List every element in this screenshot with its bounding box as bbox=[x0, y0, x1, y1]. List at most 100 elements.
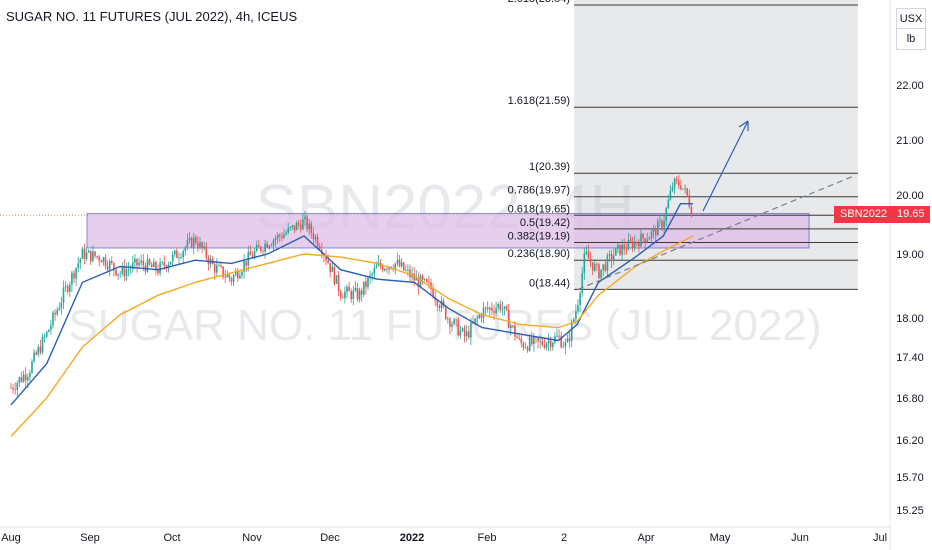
candle-body bbox=[109, 261, 111, 269]
candle-body bbox=[206, 246, 208, 258]
candle-body bbox=[216, 265, 218, 272]
candle-body bbox=[65, 286, 67, 288]
candle-body bbox=[82, 249, 84, 259]
candle-body bbox=[542, 341, 544, 345]
candle-body bbox=[579, 293, 581, 305]
candle-body bbox=[195, 237, 197, 242]
candle-body bbox=[405, 270, 407, 271]
candle-body bbox=[539, 341, 541, 342]
candle-body bbox=[682, 189, 684, 190]
currency-unit-button[interactable]: USX bbox=[896, 8, 926, 30]
candle-body bbox=[63, 288, 65, 303]
candle-body bbox=[512, 326, 514, 327]
candle-body bbox=[140, 261, 142, 263]
candle-body bbox=[287, 228, 289, 233]
candle-body bbox=[367, 278, 369, 288]
candle-body bbox=[311, 223, 313, 232]
candle-body bbox=[403, 262, 405, 270]
candle-body bbox=[634, 242, 636, 248]
candle-body bbox=[94, 251, 96, 256]
candle-body bbox=[569, 338, 571, 341]
candle-body bbox=[149, 259, 151, 264]
candle-body bbox=[359, 290, 361, 299]
candle-body bbox=[491, 308, 493, 311]
candle-body bbox=[31, 361, 33, 373]
fib-level-label: 2.618(23.54) bbox=[508, 0, 570, 5]
time-axis-tick-label: 2 bbox=[561, 532, 567, 544]
candle-body bbox=[537, 338, 539, 341]
candle-body bbox=[642, 234, 644, 239]
candle-body bbox=[92, 251, 94, 261]
candle-body bbox=[510, 326, 512, 328]
candle-body bbox=[439, 306, 441, 308]
candle-body bbox=[170, 262, 172, 265]
candle-body bbox=[607, 256, 609, 271]
candle-body bbox=[355, 288, 357, 291]
time-axis-tick-label: Oct bbox=[163, 532, 180, 544]
candle-body bbox=[544, 345, 546, 348]
candle-body bbox=[172, 254, 174, 261]
candle-body bbox=[605, 264, 607, 270]
candle-body bbox=[180, 257, 182, 258]
candle-body bbox=[256, 245, 258, 251]
candle-body bbox=[313, 233, 315, 239]
candle-body bbox=[640, 234, 642, 247]
candle-body bbox=[474, 319, 476, 323]
time-axis-tick-label: Dec bbox=[320, 532, 340, 544]
fib-level-label: 1(20.39) bbox=[529, 161, 570, 173]
candle-body bbox=[346, 287, 348, 292]
candle-body bbox=[111, 261, 113, 263]
candle-body bbox=[546, 344, 548, 348]
candle-body bbox=[224, 277, 226, 278]
candle-body bbox=[220, 265, 222, 266]
time-axis-tick-label: Aug bbox=[1, 532, 21, 544]
candle-body bbox=[460, 331, 462, 336]
candle-body bbox=[428, 282, 430, 283]
price-axis-tick-label: 21.00 bbox=[896, 135, 924, 147]
candle-body bbox=[117, 274, 119, 275]
candle-body bbox=[153, 262, 155, 267]
measure-unit-button[interactable]: lb bbox=[896, 28, 926, 50]
candle-body bbox=[336, 275, 338, 284]
candle-body bbox=[426, 279, 428, 282]
candle-body bbox=[407, 270, 409, 271]
candle-body bbox=[237, 272, 239, 279]
candle-body bbox=[128, 269, 130, 270]
candle-body bbox=[302, 219, 304, 229]
candle-body bbox=[245, 261, 247, 265]
candle-body bbox=[470, 323, 472, 338]
candle-body bbox=[495, 308, 497, 313]
candle-body bbox=[689, 195, 691, 206]
candle-body bbox=[161, 262, 163, 263]
price-axis-tick-label: 16.80 bbox=[896, 393, 924, 405]
candle-body bbox=[424, 279, 426, 280]
candle-body bbox=[623, 245, 625, 250]
last-price-label: SBN2022 19.65 bbox=[834, 206, 930, 223]
fib-level-label: 0.5(19.42) bbox=[520, 217, 570, 229]
candle-body bbox=[214, 264, 216, 273]
candle-body bbox=[563, 347, 565, 348]
candle-body bbox=[86, 253, 88, 260]
candle-body bbox=[665, 208, 667, 221]
candle-body bbox=[279, 235, 281, 237]
candle-body bbox=[317, 237, 319, 247]
candle-body bbox=[17, 383, 19, 390]
candle-body bbox=[464, 328, 466, 336]
candle-body bbox=[103, 257, 105, 262]
candle-body bbox=[281, 236, 283, 238]
candle-body bbox=[258, 245, 260, 247]
candle-body bbox=[138, 263, 140, 266]
candle-body bbox=[386, 269, 388, 270]
candle-body bbox=[466, 331, 468, 336]
candle-body bbox=[275, 239, 277, 241]
candle-body bbox=[384, 269, 386, 271]
candle-body bbox=[420, 276, 422, 287]
candle-body bbox=[531, 337, 533, 344]
candle-body bbox=[119, 274, 121, 275]
candle-body bbox=[567, 338, 569, 342]
candle-body bbox=[661, 221, 663, 228]
candle-body bbox=[409, 270, 411, 278]
last-price-value: 19.65 bbox=[897, 206, 925, 223]
